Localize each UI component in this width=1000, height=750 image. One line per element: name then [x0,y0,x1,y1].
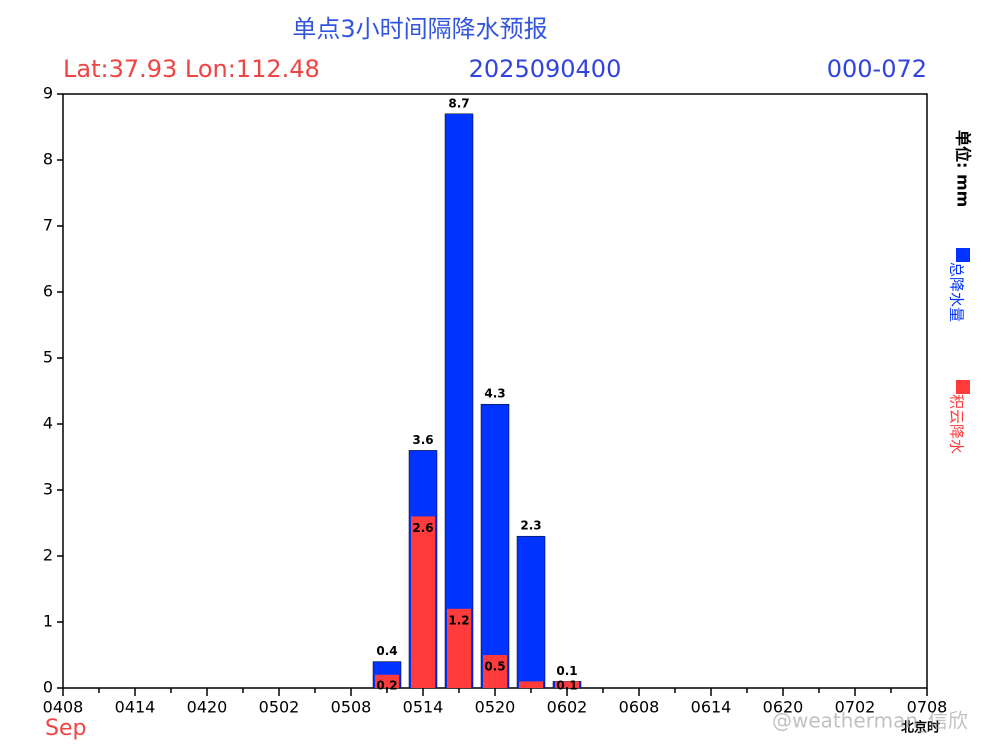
x-tick-label: 0408 [43,698,84,717]
init-time: 2025090400 [469,55,622,83]
value-label: 0.1 [556,664,577,678]
y-tick-label: 8 [43,150,53,169]
bar [519,681,543,688]
x-tick-label: 0614 [691,698,732,717]
value-label: 2.3 [520,519,541,533]
legend-swatch [956,380,970,394]
unit-label: 单位: mm [954,130,973,207]
x-tick-label: 0702 [835,698,876,717]
value-label: 0.4 [376,644,397,658]
x-tick-label: 0520 [475,698,516,717]
y-tick-label: 2 [43,546,53,565]
y-tick-label: 1 [43,612,53,631]
x-tick-label: 0508 [331,698,372,717]
y-tick-label: 9 [43,84,53,103]
value-label: 0.2 [376,679,397,693]
x-tick-label: 0620 [763,698,804,717]
y-tick-label: 4 [43,414,53,433]
value-label: 0.1 [556,679,577,693]
chart-title: 单点3小时间隔降水预报 [292,15,547,43]
y-tick-label: 6 [43,282,53,301]
watermark: @weatherman_信欣 [772,709,968,733]
x-tick-label: 0602 [547,698,588,717]
value-label: 8.7 [448,96,469,110]
bar [480,403,510,689]
x-label: 北京时 [901,720,940,736]
y-tick-label: 0 [43,678,53,697]
x-tick-label: 0414 [115,698,156,717]
bar [555,681,579,688]
x-tick-label: 0514 [403,698,444,717]
location: Lat:37.93 Lon:112.48 [63,55,320,83]
y-tick-label: 3 [43,480,53,499]
bar [447,608,471,688]
y-tick-label: 7 [43,216,53,235]
value-label: 4.3 [484,387,505,401]
bar [516,535,546,689]
y-tick-label: 5 [43,348,53,367]
value-label: 3.6 [412,433,433,447]
legend-swatch [956,248,970,262]
legend-label: 积云降水 [948,394,966,454]
bar [483,655,507,688]
value-label: 0.5 [484,660,505,674]
month: Sep [45,716,86,741]
x-tick-label: 0708 [907,698,948,717]
value-label: 2.6 [412,521,433,535]
bar [411,516,435,688]
lead-range: 000-072 [827,55,927,83]
bar [375,674,399,688]
x-tick-label: 0420 [187,698,228,717]
value-label: 1.2 [448,613,469,627]
x-tick-label: 0608 [619,698,660,717]
bar [444,113,474,689]
legend-label: 总降水量 [948,262,966,322]
x-tick-label: 0502 [259,698,300,717]
